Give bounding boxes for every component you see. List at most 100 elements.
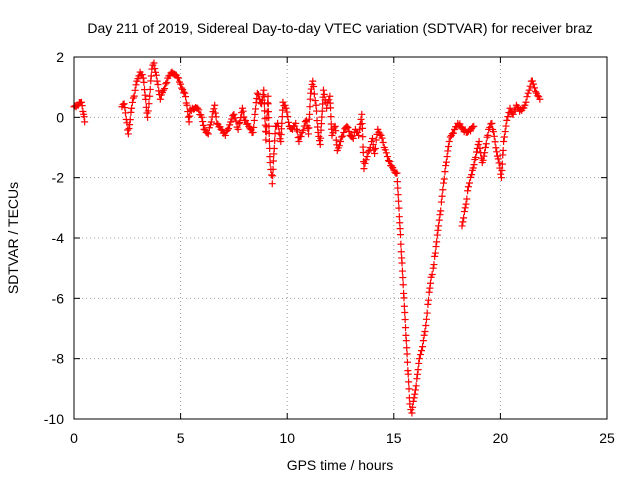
data-point (531, 84, 539, 92)
data-point (262, 136, 270, 144)
data-point (458, 222, 466, 230)
data-point (299, 126, 307, 134)
data-point (139, 74, 147, 82)
gridlines (74, 57, 607, 419)
data-point (464, 183, 472, 191)
data-point (381, 146, 389, 154)
data-point (441, 168, 449, 176)
data-point (301, 118, 309, 126)
data-point (224, 126, 232, 134)
data-point (479, 156, 487, 164)
data-point (207, 118, 215, 126)
data-point (393, 169, 401, 177)
data-point (394, 184, 402, 192)
data-point (131, 86, 139, 94)
data-point (399, 274, 407, 282)
data-point (438, 192, 446, 200)
data-point (140, 78, 148, 86)
data-point (431, 252, 439, 260)
data-point (528, 77, 536, 85)
data-point (327, 104, 335, 112)
data-point (180, 88, 188, 96)
data-point (326, 92, 334, 100)
data-point (265, 130, 273, 138)
data-point (125, 125, 133, 133)
data-point (156, 95, 164, 103)
data-point (266, 153, 274, 161)
data-point (379, 138, 387, 146)
data-point (521, 101, 529, 109)
data-point (163, 79, 171, 87)
data-point (265, 114, 273, 122)
data-point (211, 101, 219, 109)
data-point (403, 344, 411, 352)
data-point (445, 137, 453, 145)
data-point (174, 74, 182, 82)
data-point (413, 370, 421, 378)
chart-title: Day 211 of 2019, Sidereal Day-to-day VTE… (87, 20, 592, 36)
data-point (258, 96, 266, 104)
data-point (421, 328, 429, 336)
data-point (383, 153, 391, 161)
data-point (463, 195, 471, 203)
data-point (295, 137, 303, 145)
data-point (492, 144, 500, 152)
data-point (161, 85, 169, 93)
data-point (307, 89, 315, 97)
data-point (410, 394, 418, 402)
data-point (400, 294, 408, 302)
y-tick-label: -6 (52, 290, 65, 306)
data-point (292, 119, 300, 127)
data-point (368, 134, 376, 142)
data-point (360, 165, 368, 173)
data-point (371, 144, 379, 152)
data-point (293, 125, 301, 133)
data-point (132, 81, 140, 89)
data-point (262, 127, 270, 135)
data-point (212, 113, 220, 121)
y-tick-label: -4 (52, 230, 65, 246)
data-point (445, 143, 453, 151)
data-point (153, 77, 161, 85)
data-point (126, 121, 134, 129)
data-point (338, 133, 346, 141)
data-point (183, 101, 191, 109)
data-point (404, 370, 412, 378)
data-point (523, 93, 531, 101)
y-tick-label: 0 (56, 109, 64, 125)
data-point (522, 98, 530, 106)
data-point (472, 153, 480, 161)
data-point (264, 100, 272, 108)
data-point (142, 103, 150, 111)
data-point (433, 238, 441, 246)
data-point (473, 148, 481, 156)
data-point (269, 172, 277, 180)
data-point (318, 107, 326, 115)
data-point (203, 129, 211, 137)
data-point (493, 148, 501, 156)
data-point (358, 124, 366, 132)
data-point (194, 104, 202, 112)
data-point (497, 174, 505, 182)
data-point (370, 146, 378, 154)
data-point (437, 198, 445, 206)
data-point (484, 131, 492, 139)
data-point (362, 156, 370, 164)
data-point (395, 204, 403, 212)
data-point (279, 106, 287, 114)
data-point (359, 133, 367, 141)
data-point (378, 134, 386, 142)
data-point (253, 89, 261, 97)
data-point (394, 191, 402, 199)
data-point (78, 102, 86, 110)
data-point (310, 90, 318, 98)
data-point (393, 178, 401, 186)
data-point (405, 385, 413, 393)
data-point (481, 144, 489, 151)
data-point (144, 113, 152, 121)
data-point (436, 211, 444, 219)
data-point (355, 126, 363, 134)
data-point (339, 132, 347, 140)
data-point (433, 231, 441, 239)
